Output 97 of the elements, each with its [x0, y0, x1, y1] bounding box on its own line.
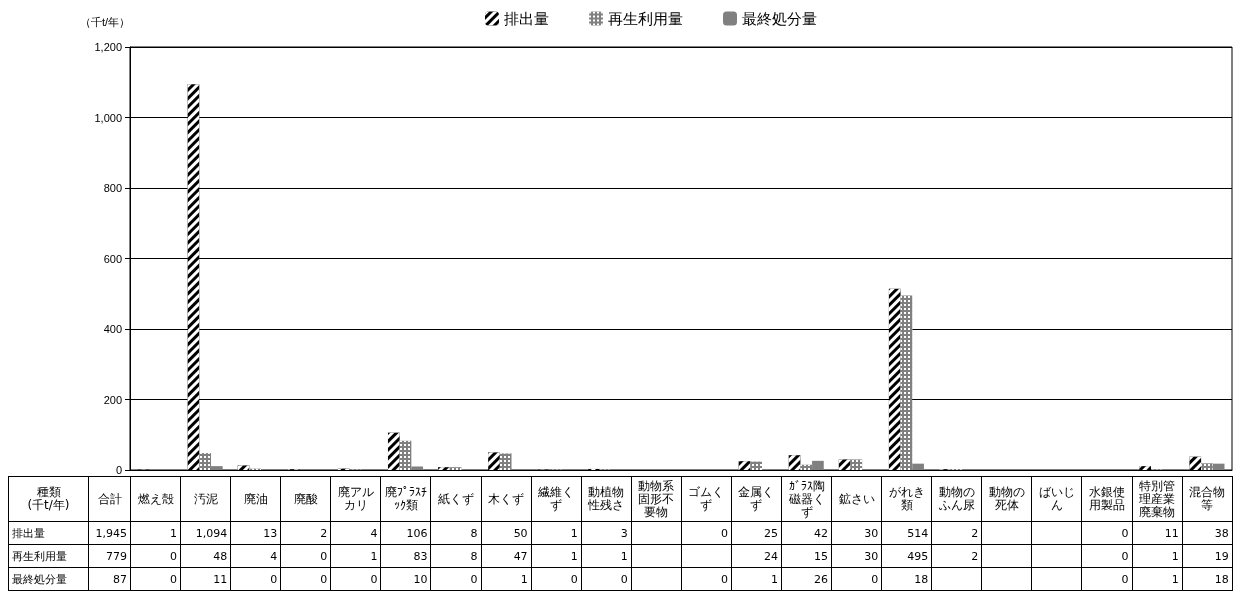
x-tick-label: ゴムくず [681, 476, 732, 522]
data-label: 1 [330, 544, 381, 568]
x-tick-label: 繊維くず [531, 476, 582, 522]
data-label: 18 [1182, 567, 1233, 591]
x-tick-label: 動物の死体 [981, 476, 1032, 522]
data-label: 0 [280, 567, 331, 591]
data-label: 0 [531, 567, 582, 591]
data-label: 1 [130, 521, 181, 545]
x-tick-label: 金属くず [731, 476, 782, 522]
data-label: 48 [180, 544, 231, 568]
y-tick-label: 400 [103, 323, 122, 335]
x-tick-label: 特別管理産業廃棄物 [1132, 476, 1183, 522]
text: 種類 [36, 485, 61, 499]
data-label: 19 [1182, 544, 1233, 568]
data-label: 10 [380, 567, 431, 591]
data-label: 0 [330, 567, 381, 591]
data-label: 3 [581, 521, 632, 545]
x-tick-label: 廃ﾌﾟﾗｽﾁｯｸ類 [380, 476, 431, 522]
x-tick-label: 動植物性残さ [581, 476, 632, 522]
data-label: 0 [280, 544, 331, 568]
data-label: 1 [731, 567, 782, 591]
y-tick-label: 600 [103, 252, 122, 265]
data-label: 11 [180, 567, 231, 591]
x-tick-label: 水銀使用製品 [1081, 476, 1133, 522]
data-label: 1 [581, 544, 632, 568]
data-label: 0 [831, 567, 882, 591]
text: 合計 [88, 476, 131, 522]
data-label: 1 [1132, 544, 1183, 568]
data-label: 106 [380, 521, 431, 545]
data-label: 0 [130, 544, 181, 568]
text: 87 [88, 567, 131, 591]
data-label: 1 [1132, 567, 1183, 591]
data-label: 38 [1182, 521, 1233, 545]
y-axis-title: （千t/年） [79, 15, 130, 28]
data-label: 47 [481, 544, 532, 568]
x-tick-label: 廃酸 [280, 476, 331, 522]
text: 排出量 [12, 526, 45, 540]
data-label: 4 [330, 521, 381, 545]
data-label: 0 [1081, 567, 1133, 591]
data-label: 26 [781, 567, 832, 591]
data-label: 1 [531, 521, 582, 545]
data-label: 11 [1132, 521, 1183, 545]
data-label: 0 [581, 567, 632, 591]
x-tick-label: 木くず [481, 476, 532, 522]
data-label: 2 [931, 544, 982, 568]
data-label: 2 [280, 521, 331, 545]
y-tick-label: 1,200 [94, 41, 122, 53]
x-tick-label: 動物系固形不要物 [631, 476, 682, 522]
data-label: 1 [531, 544, 582, 568]
data-label: 8 [430, 521, 482, 545]
x-tick-label: ばいじん [1031, 476, 1082, 522]
text: (千t/年) [27, 498, 70, 512]
x-tick-label: 紙くず [430, 476, 482, 522]
data-label: 24 [731, 544, 782, 568]
legend-label: 再生利用量 [608, 10, 683, 27]
x-tick-label: 廃アルカリ [330, 476, 381, 522]
data-label: 1 [481, 567, 532, 591]
data-label: 0 [130, 567, 181, 591]
data-label: 1,094 [180, 521, 231, 545]
text: 779 [88, 544, 131, 568]
text: 最終処分量 [12, 572, 67, 586]
x-tick-label: がれき類 [881, 476, 932, 522]
x-tick-label: 動物のふん尿 [931, 476, 982, 522]
data-label: 0 [681, 521, 732, 545]
data-label: 0 [230, 567, 281, 591]
x-tick-label: ｶﾞﾗｽ陶磁器くず [781, 476, 832, 522]
x-tick-label: 汚泥 [180, 476, 231, 522]
x-tick-label: 燃え殻 [130, 476, 181, 522]
data-label: 8 [430, 544, 482, 568]
data-label: 4 [230, 544, 281, 568]
data-label: 495 [881, 544, 932, 568]
y-tick-label: 800 [103, 182, 122, 194]
data-label: 0 [681, 567, 732, 591]
text: 再生利用量 [12, 549, 67, 563]
data-label: 18 [881, 567, 932, 591]
data-label: 30 [831, 521, 882, 545]
data-label: 0 [1081, 521, 1133, 545]
data-label: 25 [731, 521, 782, 545]
data-label: 30 [831, 544, 882, 568]
data-label: 0 [1081, 544, 1133, 568]
data-label: 15 [781, 544, 832, 568]
y-tick-label: 0 [115, 464, 122, 476]
text: 1,945 [88, 521, 131, 545]
data-label: 50 [481, 521, 532, 545]
x-tick-label: 鉱さい [831, 476, 882, 522]
x-tick-label: 廃油 [230, 476, 281, 522]
data-label: 13 [230, 521, 281, 545]
data-label: 83 [380, 544, 431, 568]
y-tick-label: 200 [103, 393, 122, 406]
data-label: 514 [881, 521, 932, 545]
data-label: 2 [931, 521, 982, 545]
y-tick-label: 1,000 [94, 111, 122, 124]
legend-label: 排出量 [504, 10, 549, 27]
data-label: 42 [781, 521, 832, 545]
data-label: 0 [430, 567, 482, 591]
x-tick-label: 混合物等 [1182, 476, 1233, 522]
legend-label: 最終処分量 [742, 10, 817, 27]
